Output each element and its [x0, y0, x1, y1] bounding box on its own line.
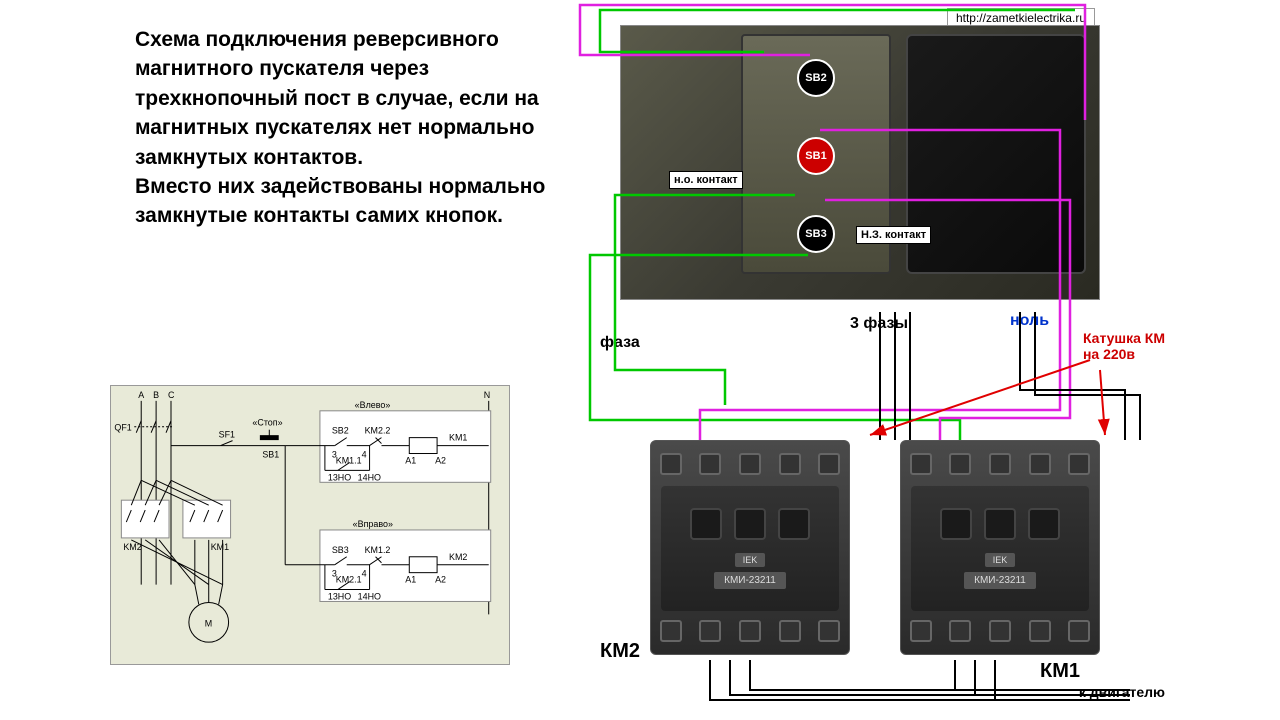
sch-qf1: QF1 — [114, 423, 131, 433]
contactor-km1: IEK КМИ-23211 — [900, 440, 1100, 655]
sch-left: «Влево» — [355, 400, 391, 410]
neutral-label: ноль — [1010, 312, 1049, 330]
terminal — [1029, 453, 1051, 475]
terminal — [818, 620, 840, 642]
km1-label: КМ1 — [1040, 660, 1080, 683]
brand-badge: IEK — [735, 553, 766, 567]
svg-text:3: 3 — [332, 449, 337, 459]
sch-a2: A2 — [435, 455, 446, 465]
sch-a1: A1 — [405, 455, 416, 465]
sch-km1p: KM1 — [211, 542, 229, 552]
terminal — [699, 620, 721, 642]
sch-sb1: SB1 — [262, 449, 279, 459]
sch-m: M — [205, 618, 212, 628]
terminal — [779, 453, 801, 475]
km2-label: КМ2 — [600, 640, 640, 663]
sch-a1b: A1 — [405, 575, 416, 585]
terminal — [949, 453, 971, 475]
terminal — [949, 620, 971, 642]
model-badge: КМИ-23211 — [714, 572, 786, 589]
terminal — [660, 453, 682, 475]
sb2-button: SB2 — [797, 59, 835, 97]
sch-km21: KM2.1 — [336, 575, 362, 585]
sch-13no: 13НО — [328, 472, 351, 482]
enclosure-lid — [906, 34, 1086, 274]
terminal — [989, 620, 1011, 642]
brand-badge: IEK — [985, 553, 1016, 567]
sch-km1c: KM1 — [449, 433, 467, 443]
sch-a: A — [138, 390, 144, 400]
sch-n: N — [484, 390, 490, 400]
nc-contact-label: Н.З. контакт — [856, 226, 931, 244]
three-phase-label: 3 фазы — [850, 315, 908, 333]
terminal — [818, 453, 840, 475]
sch-14no2: 14НО — [358, 591, 381, 601]
terminal — [739, 453, 761, 475]
sch-km2c: KM2 — [449, 552, 467, 562]
terminal — [910, 620, 932, 642]
button-post-photo: SB2 SB1 SB3 н.о. контакт Н.З. контакт — [620, 25, 1100, 300]
terminal — [910, 453, 932, 475]
svg-text:4: 4 — [362, 569, 367, 579]
terminal — [1029, 620, 1051, 642]
sch-13no2: 13НО — [328, 591, 351, 601]
sch-sb3: SB3 — [332, 545, 349, 555]
sch-right: «Вправо» — [353, 519, 393, 529]
sch-a2b: A2 — [435, 575, 446, 585]
sch-14no: 14НО — [358, 472, 381, 482]
sch-km22: KM2.2 — [365, 426, 391, 436]
terminal — [989, 453, 1011, 475]
terminal — [739, 620, 761, 642]
sb1-button: SB1 — [797, 137, 835, 175]
sch-c: C — [168, 390, 175, 400]
schematic-diagram: A B C N QF1 SF1 «Стоп» SB1 «Влево» SB2 K… — [110, 385, 510, 665]
sch-km11: KM1.1 — [336, 455, 362, 465]
to-motor-label: к двигателю — [1079, 684, 1165, 700]
no-contact-label: н.о. контакт — [669, 171, 743, 189]
sch-sf1: SF1 — [219, 430, 235, 440]
svg-text:4: 4 — [362, 449, 367, 459]
terminal — [1068, 453, 1090, 475]
coil-label: Катушка КМ на 220в — [1083, 330, 1165, 362]
sch-sb2: SB2 — [332, 426, 349, 436]
phase-label: фаза — [600, 334, 640, 352]
contactor-km2: IEK КМИ-23211 — [650, 440, 850, 655]
terminal — [660, 620, 682, 642]
sch-b: B — [153, 390, 159, 400]
terminal — [1068, 620, 1090, 642]
sb3-button: SB3 — [797, 215, 835, 253]
terminal — [779, 620, 801, 642]
sch-stop: «Стоп» — [252, 418, 282, 428]
svg-text:3: 3 — [332, 569, 337, 579]
main-description: Схема подключения реверсивного магнитног… — [135, 25, 555, 231]
model-badge: КМИ-23211 — [964, 572, 1036, 589]
terminal — [699, 453, 721, 475]
sch-km12: KM1.2 — [365, 545, 391, 555]
sch-km2p: KM2 — [123, 542, 141, 552]
